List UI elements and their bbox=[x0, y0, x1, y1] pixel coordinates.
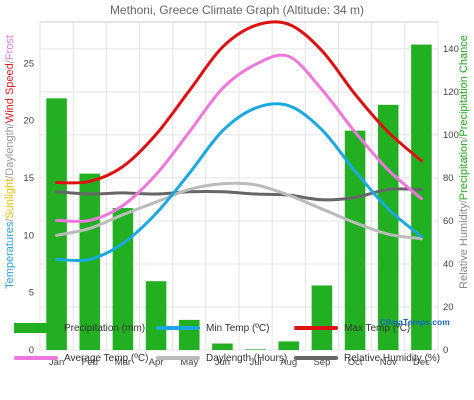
legend-label: Relative Humidity (%) bbox=[344, 352, 441, 364]
precipitation-bars bbox=[46, 44, 432, 351]
axis-label-part: / bbox=[458, 199, 470, 203]
right-tick-label: 20 bbox=[443, 302, 454, 313]
legend-label: Max Temp (ºC) bbox=[344, 322, 411, 334]
axis-label-part: / bbox=[458, 136, 470, 140]
precipitation-bar bbox=[46, 98, 67, 350]
right-tick-label: 0 bbox=[443, 345, 448, 356]
legend: Precipitation (mm) Min Temp (ºC) Max Temp … bbox=[0, 314, 474, 400]
legend-item: Relative Humidity (%) bbox=[294, 350, 440, 366]
left-axis-label: Temperatures/Sunlight/Daylength/Wind Spe… bbox=[4, 35, 16, 289]
left-tick-label: 10 bbox=[23, 230, 34, 241]
relative-humidity-line bbox=[55, 187, 423, 202]
x-tick-label: Apr bbox=[149, 357, 164, 368]
x-tick-label: Aug bbox=[280, 357, 297, 368]
left-axis-ticks: 0 5 10 15 20 25 bbox=[23, 58, 34, 356]
precipitation-bar bbox=[212, 343, 233, 350]
min-temp-c-line bbox=[55, 102, 423, 263]
chart-title: Methoni, Greece Climate Graph (Altitude:… bbox=[110, 3, 364, 17]
right-tick-label: 40 bbox=[443, 259, 454, 270]
left-tick-label: 5 bbox=[29, 288, 34, 299]
right-tick-label: 120 bbox=[443, 87, 459, 98]
average-temp-c-line bbox=[55, 53, 423, 223]
legend-swatch bbox=[294, 326, 338, 330]
axis-label-part: Daylength bbox=[4, 126, 16, 176]
axis-label-part: / bbox=[4, 122, 16, 126]
legend-label: Precipitation (mm) bbox=[64, 322, 146, 334]
left-tick-label: 20 bbox=[23, 116, 34, 127]
left-tick-label: 25 bbox=[23, 58, 34, 69]
daylength-hours-line bbox=[55, 181, 423, 241]
brand-logo: ClimaTemps.com bbox=[380, 317, 450, 327]
precipitation-bar bbox=[311, 285, 333, 350]
right-tick-label: 140 bbox=[443, 44, 459, 55]
legend-item: Min Temp (ºC) bbox=[156, 320, 269, 336]
grid bbox=[39, 21, 439, 351]
x-tick-label: Dec bbox=[413, 357, 430, 368]
legend-item: Average Temp (ºC) bbox=[14, 350, 148, 366]
axis-label-part: Precipitation Chance bbox=[458, 35, 470, 137]
x-tick-label: Nov bbox=[380, 357, 397, 368]
axis-label-part: Temperatures bbox=[4, 221, 16, 289]
right-axis-label: Relative Humidity/Precipitation/Precipit… bbox=[458, 35, 470, 289]
left-tick-label: 0 bbox=[29, 345, 34, 356]
x-axis-ticks: Jan Feb Mar Apr May Jun Jul Aug Sep Oct Nov Dec bbox=[49, 357, 430, 368]
left-tick-label: 15 bbox=[23, 173, 34, 184]
legend-swatch bbox=[294, 356, 338, 360]
legend-swatch bbox=[14, 323, 58, 333]
legend-item: Daylength (Hours) bbox=[156, 350, 287, 366]
legend-swatch bbox=[156, 326, 200, 330]
x-tick-label: Feb bbox=[82, 357, 98, 368]
legend-label: Average Temp (ºC) bbox=[64, 352, 149, 364]
precipitation-bar bbox=[278, 341, 300, 350]
axis-label-part: / bbox=[4, 218, 16, 222]
axis-label-part: Sunlight bbox=[4, 179, 16, 219]
x-tick-label: May bbox=[180, 357, 198, 368]
axis-label-part: Relative Humidity bbox=[458, 203, 470, 289]
x-tick-label: Sep bbox=[313, 357, 330, 368]
right-axis-ticks: 0 20 40 60 80 100 120 140 bbox=[443, 44, 459, 356]
axis-label-part: Wind Speed bbox=[4, 63, 16, 123]
precipitation-bar bbox=[145, 281, 167, 350]
x-tick-label: Oct bbox=[348, 357, 363, 368]
series-lines bbox=[55, 20, 423, 263]
right-tick-label: 80 bbox=[443, 173, 454, 184]
precipitation-bar bbox=[245, 349, 266, 350]
precipitation-bar bbox=[344, 130, 366, 350]
axis-label-part: Precipitation bbox=[458, 140, 470, 201]
legend-swatch bbox=[14, 356, 58, 360]
axis-label-part: / bbox=[4, 59, 16, 63]
legend-swatch bbox=[156, 356, 200, 360]
x-tick-label: Jul bbox=[250, 357, 262, 368]
legend-label: Daylength (Hours) bbox=[206, 352, 288, 364]
axis-label-part: Frost bbox=[4, 35, 16, 60]
right-tick-label: 60 bbox=[443, 216, 454, 227]
right-tick-label: 100 bbox=[443, 130, 459, 141]
legend-item: Max Temp (ºC) bbox=[294, 320, 410, 336]
x-tick-label: Jun bbox=[215, 357, 230, 368]
legend-label: Min Temp (ºC) bbox=[206, 322, 270, 334]
x-tick-label: Jan bbox=[49, 357, 64, 368]
legend-item: Precipitation (mm) bbox=[14, 320, 145, 336]
x-tick-label: Mar bbox=[115, 357, 131, 368]
precipitation-bar bbox=[112, 208, 134, 350]
axis-label-part: / bbox=[4, 175, 16, 179]
max-temp-c-line bbox=[55, 20, 423, 185]
